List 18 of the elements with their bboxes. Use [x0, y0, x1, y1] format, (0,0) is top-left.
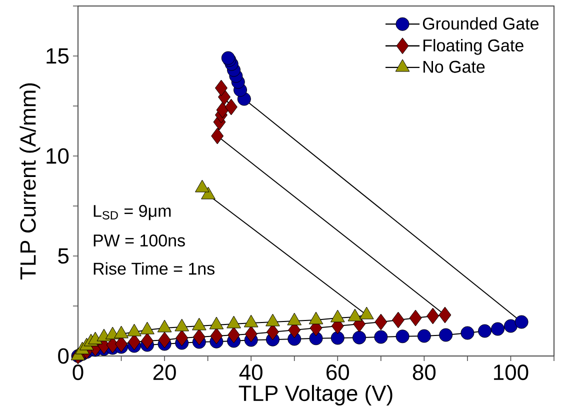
y-tick-label: 5 [58, 248, 69, 264]
x-tick-label: 40 [239, 364, 262, 380]
x-tick-label: 80 [412, 364, 436, 380]
annotation: PW = 100ns [94, 234, 185, 247]
annotation: Rise Time = 1ns [94, 262, 215, 275]
y-tick-label: 0 [58, 348, 69, 364]
legend-label: Grounded Gate [422, 17, 539, 30]
x-tick-label: 100 [494, 364, 528, 380]
annotation: L$_{SD}$ = 9μm [94, 204, 171, 220]
x-axis-title: TLP Voltage (V) [238, 384, 392, 406]
y-tick-label: 10 [46, 148, 69, 164]
x-tick-label: 0 [72, 364, 84, 380]
y-tick-label: 15 [46, 48, 69, 64]
x-tick-label: 60 [326, 364, 350, 380]
legend-label: No Gate [424, 60, 485, 73]
x-tick-label: 20 [153, 364, 176, 380]
legend-label: Floating Gate [424, 38, 524, 55]
y-axis-title: TLP Current (A/mm) [20, 83, 40, 280]
